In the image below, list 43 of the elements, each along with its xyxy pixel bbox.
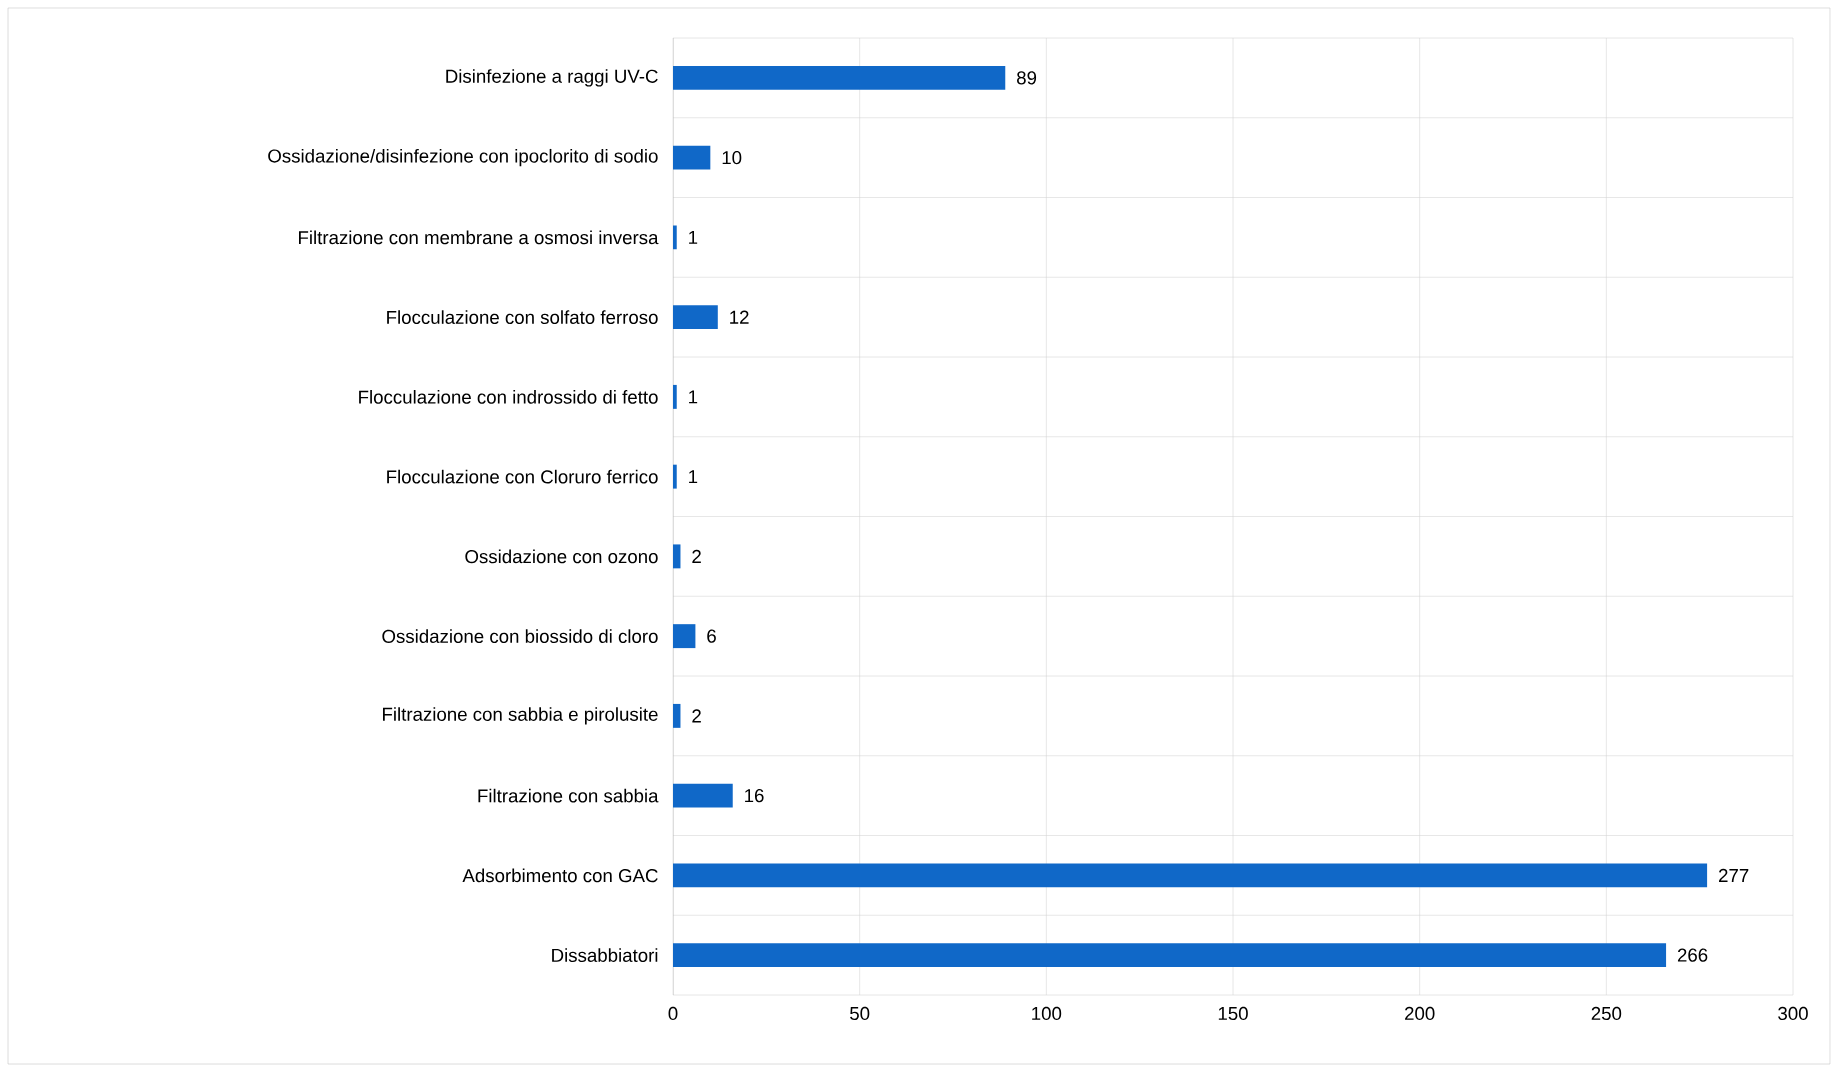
bar [673, 145, 711, 170]
bar [673, 624, 696, 649]
data-label: 12 [730, 310, 749, 324]
y-tick-label: Filtrazione con membrane a osmosi inversa [299, 230, 659, 245]
x-tick-label: 150 [1218, 1006, 1248, 1021]
bar [673, 863, 1708, 888]
bar [673, 464, 677, 489]
data-label: 6 [707, 629, 716, 643]
data-label: 16 [745, 789, 764, 803]
data-label: 89 [1017, 71, 1037, 85]
x-tick-label: 0 [668, 1006, 678, 1021]
bar [673, 65, 1006, 90]
data-label: 2 [692, 709, 701, 723]
y-tick-label: Filtrazione con sabbia e pirolusite [383, 707, 658, 725]
bar [673, 703, 681, 728]
bar [673, 544, 681, 569]
y-tick-label: Flocculazione con Cloruro ferrico [387, 469, 658, 484]
y-tick-label: Ossidazione con biossido di cloro [382, 629, 658, 643]
y-tick-label: Dissabbiatori [552, 948, 658, 962]
data-label: 1 [689, 230, 698, 244]
data-label: 1 [689, 390, 698, 404]
x-tick-label: 100 [1032, 1006, 1062, 1021]
y-tick-label: Ossidazione/disinfezione con ipoclorito di sodio [268, 148, 658, 167]
data-label: 1 [689, 470, 698, 484]
y-tick-label: Flocculazione con indrossido di fetto [359, 390, 658, 404]
bar [673, 305, 718, 330]
bar [673, 225, 677, 250]
data-label: 266 [1677, 948, 1708, 962]
y-tick-label: Filtrazione con sabbia [478, 788, 659, 803]
bar [673, 943, 1667, 968]
y-tick-label: Ossidazione con ozono [465, 549, 658, 564]
x-tick-label: 50 [850, 1006, 870, 1021]
y-tick-label: Flocculazione con solfato ferroso [387, 310, 658, 324]
data-label: 2 [692, 549, 701, 563]
bar [673, 783, 733, 808]
data-label: 277 [1719, 868, 1749, 882]
data-label: 10 [722, 151, 742, 165]
x-tick-label: 300 [1778, 1006, 1808, 1021]
x-tick-label: 250 [1591, 1006, 1622, 1021]
bar [673, 384, 677, 409]
y-tick-label: Disinfezione a raggi UV-C [446, 69, 658, 87]
y-tick-label: Adsorbimento con GAC [462, 868, 658, 883]
x-tick-label: 200 [1405, 1006, 1435, 1021]
